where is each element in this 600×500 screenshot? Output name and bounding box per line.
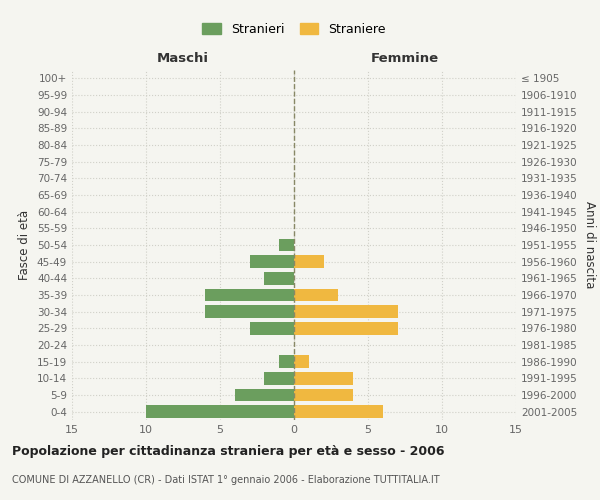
Y-axis label: Fasce di età: Fasce di età — [19, 210, 31, 280]
Bar — [250, 322, 294, 334]
Bar — [265, 272, 294, 284]
Bar — [235, 389, 294, 401]
Bar — [250, 256, 294, 268]
Bar — [294, 372, 353, 384]
Text: Popolazione per cittadinanza straniera per età e sesso - 2006: Popolazione per cittadinanza straniera p… — [12, 445, 445, 458]
Bar — [294, 356, 309, 368]
Bar — [294, 306, 398, 318]
Bar — [279, 239, 294, 251]
Text: COMUNE DI AZZANELLO (CR) - Dati ISTAT 1° gennaio 2006 - Elaborazione TUTTITALIA.: COMUNE DI AZZANELLO (CR) - Dati ISTAT 1°… — [12, 475, 440, 485]
Bar — [265, 372, 294, 384]
Bar — [146, 406, 294, 418]
Bar — [294, 322, 398, 334]
Bar — [294, 389, 353, 401]
Text: Femmine: Femmine — [371, 52, 439, 65]
Bar — [279, 356, 294, 368]
Text: Maschi: Maschi — [157, 52, 209, 65]
Bar — [205, 289, 294, 301]
Bar — [294, 289, 338, 301]
Y-axis label: Anni di nascita: Anni di nascita — [583, 202, 596, 288]
Bar — [205, 306, 294, 318]
Bar — [294, 256, 323, 268]
Legend: Stranieri, Straniere: Stranieri, Straniere — [196, 16, 392, 42]
Bar — [294, 406, 383, 418]
